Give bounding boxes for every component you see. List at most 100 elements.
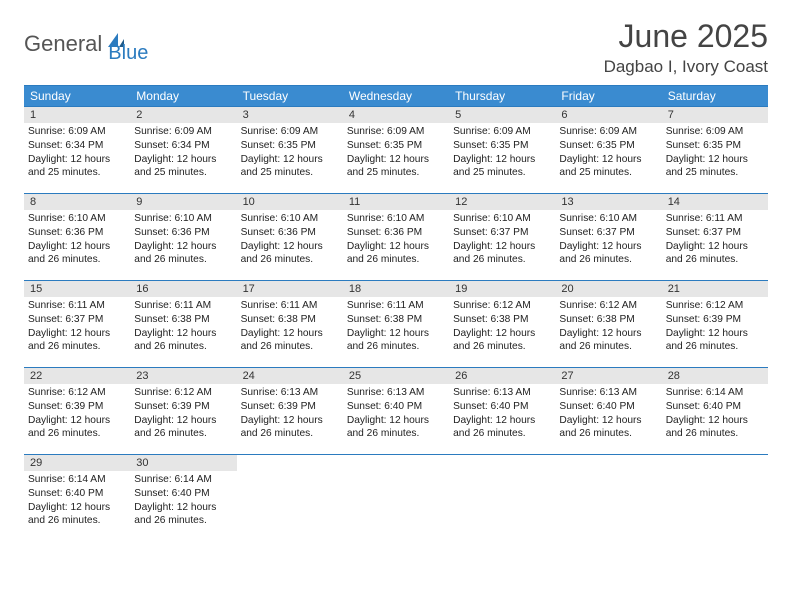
day-number: 16: [130, 281, 236, 297]
day-cell: 13Sunrise: 6:10 AMSunset: 6:37 PMDayligh…: [555, 194, 661, 280]
sunset-text: Sunset: 6:35 PM: [666, 139, 764, 153]
sunrise-text: Sunrise: 6:09 AM: [559, 125, 657, 139]
day-body: Sunrise: 6:11 AMSunset: 6:37 PMDaylight:…: [24, 297, 130, 358]
sunrise-text: Sunrise: 6:12 AM: [453, 299, 551, 313]
sunrise-text: Sunrise: 6:12 AM: [134, 386, 232, 400]
day-number: 25: [343, 368, 449, 384]
title-block: June 2025 Dagbao I, Ivory Coast: [604, 18, 768, 77]
sunset-text: Sunset: 6:35 PM: [453, 139, 551, 153]
day-number: 21: [662, 281, 768, 297]
sunset-text: Sunset: 6:40 PM: [666, 400, 764, 414]
day-body: Sunrise: 6:14 AMSunset: 6:40 PMDaylight:…: [662, 384, 768, 445]
daylight-text: Daylight: 12 hours and 26 minutes.: [453, 240, 551, 268]
sunset-text: Sunset: 6:35 PM: [559, 139, 657, 153]
dow-friday: Friday: [555, 86, 661, 106]
day-cell: 25Sunrise: 6:13 AMSunset: 6:40 PMDayligh…: [343, 368, 449, 454]
day-of-week-header: Sunday Monday Tuesday Wednesday Thursday…: [24, 86, 768, 106]
day-body: Sunrise: 6:09 AMSunset: 6:35 PMDaylight:…: [449, 123, 555, 184]
day-cell: 24Sunrise: 6:13 AMSunset: 6:39 PMDayligh…: [237, 368, 343, 454]
day-body: Sunrise: 6:14 AMSunset: 6:40 PMDaylight:…: [130, 471, 236, 532]
weeks-container: 1Sunrise: 6:09 AMSunset: 6:34 PMDaylight…: [24, 106, 768, 541]
day-number: 1: [24, 107, 130, 123]
sunset-text: Sunset: 6:38 PM: [241, 313, 339, 327]
day-cell: [237, 455, 343, 541]
day-number: 17: [237, 281, 343, 297]
daylight-text: Daylight: 12 hours and 26 minutes.: [559, 240, 657, 268]
day-number: 11: [343, 194, 449, 210]
day-cell: 19Sunrise: 6:12 AMSunset: 6:38 PMDayligh…: [449, 281, 555, 367]
day-body: Sunrise: 6:12 AMSunset: 6:39 PMDaylight:…: [662, 297, 768, 358]
day-cell: 22Sunrise: 6:12 AMSunset: 6:39 PMDayligh…: [24, 368, 130, 454]
sunrise-text: Sunrise: 6:10 AM: [28, 212, 126, 226]
daylight-text: Daylight: 12 hours and 25 minutes.: [666, 153, 764, 181]
dow-sunday: Sunday: [24, 86, 130, 106]
sunset-text: Sunset: 6:36 PM: [28, 226, 126, 240]
sunrise-text: Sunrise: 6:12 AM: [559, 299, 657, 313]
sunset-text: Sunset: 6:40 PM: [347, 400, 445, 414]
day-body: Sunrise: 6:09 AMSunset: 6:35 PMDaylight:…: [662, 123, 768, 184]
daylight-text: Daylight: 12 hours and 25 minutes.: [28, 153, 126, 181]
calendar-page: General Blue June 2025 Dagbao I, Ivory C…: [0, 0, 792, 557]
sunset-text: Sunset: 6:36 PM: [241, 226, 339, 240]
dow-monday: Monday: [130, 86, 236, 106]
day-cell: 17Sunrise: 6:11 AMSunset: 6:38 PMDayligh…: [237, 281, 343, 367]
logo-text-general: General: [24, 31, 102, 57]
sunset-text: Sunset: 6:38 PM: [559, 313, 657, 327]
daylight-text: Daylight: 12 hours and 26 minutes.: [134, 414, 232, 442]
sunset-text: Sunset: 6:36 PM: [347, 226, 445, 240]
day-body: Sunrise: 6:11 AMSunset: 6:38 PMDaylight:…: [237, 297, 343, 358]
sunset-text: Sunset: 6:36 PM: [134, 226, 232, 240]
month-title: June 2025: [604, 18, 768, 55]
daylight-text: Daylight: 12 hours and 25 minutes.: [453, 153, 551, 181]
day-body: Sunrise: 6:12 AMSunset: 6:39 PMDaylight:…: [130, 384, 236, 445]
sunrise-text: Sunrise: 6:13 AM: [559, 386, 657, 400]
week-row: 8Sunrise: 6:10 AMSunset: 6:36 PMDaylight…: [24, 193, 768, 280]
day-number: 10: [237, 194, 343, 210]
daylight-text: Daylight: 12 hours and 25 minutes.: [559, 153, 657, 181]
day-cell: 1Sunrise: 6:09 AMSunset: 6:34 PMDaylight…: [24, 107, 130, 193]
day-body: Sunrise: 6:13 AMSunset: 6:40 PMDaylight:…: [343, 384, 449, 445]
day-body: Sunrise: 6:10 AMSunset: 6:36 PMDaylight:…: [24, 210, 130, 271]
day-number: 18: [343, 281, 449, 297]
sunrise-text: Sunrise: 6:13 AM: [347, 386, 445, 400]
dow-wednesday: Wednesday: [343, 86, 449, 106]
sunset-text: Sunset: 6:35 PM: [347, 139, 445, 153]
dow-thursday: Thursday: [449, 86, 555, 106]
day-cell: 10Sunrise: 6:10 AMSunset: 6:36 PMDayligh…: [237, 194, 343, 280]
day-cell: 6 Sunrise: 6:09 AMSunset: 6:35 PMDaylight…: [555, 107, 661, 193]
daylight-text: Daylight: 12 hours and 26 minutes.: [666, 240, 764, 268]
day-cell: 9Sunrise: 6:10 AMSunset: 6:36 PMDaylight…: [130, 194, 236, 280]
daylight-text: Daylight: 12 hours and 25 minutes.: [134, 153, 232, 181]
day-cell: 30Sunrise: 6:14 AMSunset: 6:40 PMDayligh…: [130, 455, 236, 541]
week-row: 22Sunrise: 6:12 AMSunset: 6:39 PMDayligh…: [24, 367, 768, 454]
day-number: 13: [555, 194, 661, 210]
day-cell: [449, 455, 555, 541]
day-cell: 5Sunrise: 6:09 AMSunset: 6:35 PMDaylight…: [449, 107, 555, 193]
dow-tuesday: Tuesday: [237, 86, 343, 106]
daylight-text: Daylight: 12 hours and 26 minutes.: [666, 327, 764, 355]
day-number: 12: [449, 194, 555, 210]
day-number: 2: [130, 107, 236, 123]
sunrise-text: Sunrise: 6:09 AM: [453, 125, 551, 139]
sunrise-text: Sunrise: 6:11 AM: [666, 212, 764, 226]
day-number: 6: [555, 107, 661, 123]
day-cell: 7Sunrise: 6:09 AMSunset: 6:35 PMDaylight…: [662, 107, 768, 193]
day-body: Sunrise: 6:13 AMSunset: 6:40 PMDaylight:…: [449, 384, 555, 445]
sunrise-text: Sunrise: 6:13 AM: [453, 386, 551, 400]
sunrise-text: Sunrise: 6:10 AM: [241, 212, 339, 226]
day-cell: 21Sunrise: 6:12 AMSunset: 6:39 PMDayligh…: [662, 281, 768, 367]
daylight-text: Daylight: 12 hours and 25 minutes.: [241, 153, 339, 181]
day-cell: 3Sunrise: 6:09 AMSunset: 6:35 PMDaylight…: [237, 107, 343, 193]
day-body: Sunrise: 6:10 AMSunset: 6:37 PMDaylight:…: [449, 210, 555, 271]
sunset-text: Sunset: 6:37 PM: [666, 226, 764, 240]
sunrise-text: Sunrise: 6:09 AM: [241, 125, 339, 139]
day-number: 14: [662, 194, 768, 210]
day-number: 5: [449, 107, 555, 123]
logo-text-blue: Blue: [108, 22, 148, 65]
sunrise-text: Sunrise: 6:10 AM: [559, 212, 657, 226]
daylight-text: Daylight: 12 hours and 26 minutes.: [134, 501, 232, 529]
sunset-text: Sunset: 6:39 PM: [241, 400, 339, 414]
sunrise-text: Sunrise: 6:09 AM: [28, 125, 126, 139]
day-body: Sunrise: 6:11 AMSunset: 6:38 PMDaylight:…: [130, 297, 236, 358]
day-number: 20: [555, 281, 661, 297]
